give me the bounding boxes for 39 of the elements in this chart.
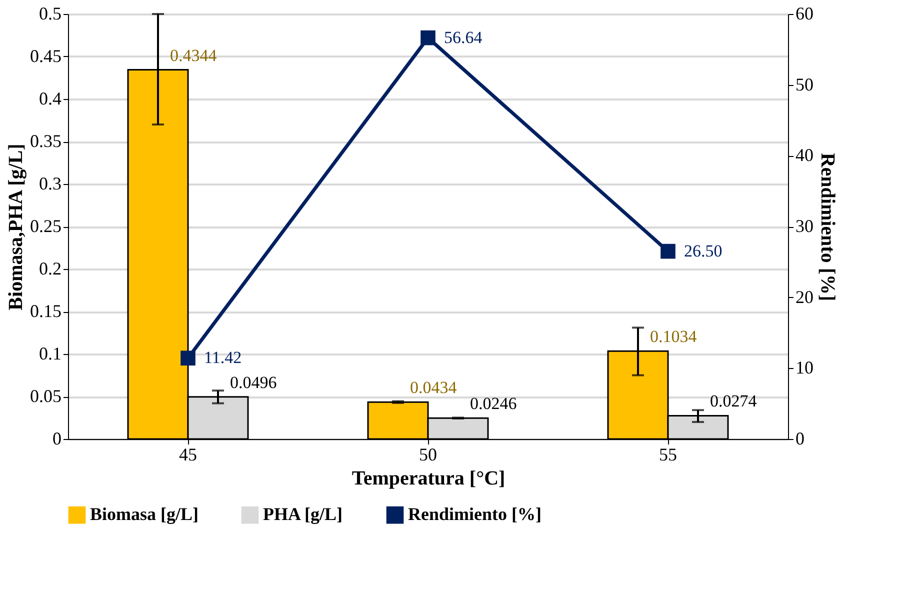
y-tick-label: 0.1 xyxy=(39,344,62,364)
legend-label: PHA [g/L] xyxy=(263,504,342,524)
data-label: 56.64 xyxy=(444,28,483,47)
y-tick-label: 0 xyxy=(52,428,62,448)
data-label: 11.42 xyxy=(204,348,242,368)
y-tick-label: 0.3 xyxy=(39,174,62,194)
y-tick-label: 0.05 xyxy=(30,386,62,406)
y2-tick-label: 10 xyxy=(796,358,814,378)
y-axis-title: Biomasa,PHA [g/L] xyxy=(5,144,27,310)
data-label: 0.0434 xyxy=(410,378,458,398)
y2-tick-label: 0 xyxy=(796,428,804,448)
data-label: 0.4344 xyxy=(170,46,218,65)
x-axis-title: Temperatura [°C] xyxy=(352,468,506,490)
data-label: 0.0246 xyxy=(470,394,517,414)
point xyxy=(660,244,676,259)
legend-label: Biomasa [g/L] xyxy=(90,504,199,524)
y-tick-label: 0.2 xyxy=(39,258,62,278)
point xyxy=(180,350,196,366)
y2-tick-label: 20 xyxy=(796,286,814,307)
point xyxy=(420,30,436,46)
y2-tick-label: 60 xyxy=(796,4,814,24)
x-tick-label: 55 xyxy=(659,444,677,464)
y2-tick-label: 30 xyxy=(796,216,814,236)
data-label: 0.0496 xyxy=(230,372,277,392)
y-tick-label: 0.35 xyxy=(30,131,62,151)
y-tick-label: 0.15 xyxy=(30,301,62,321)
data-label: 26.50 xyxy=(684,241,722,260)
legend-label: Rendimiento [%] xyxy=(408,504,542,524)
y2-tick-label: 40 xyxy=(796,145,814,166)
x-tick-label: 50 xyxy=(419,444,437,464)
y2-axis-title: Rendimiento [%] xyxy=(816,152,838,302)
y-tick-label: 0.5 xyxy=(39,4,62,24)
y-tick-label: 0.4 xyxy=(39,88,62,108)
data-label: 0.0274 xyxy=(710,392,758,411)
y-tick-label: 0.45 xyxy=(30,46,62,66)
x-tick-label: 45 xyxy=(179,444,197,464)
y-tick-label: 0.25 xyxy=(30,216,62,236)
data-label: 0.1034 xyxy=(650,327,698,346)
y2-tick-label: 50 xyxy=(796,74,814,94)
